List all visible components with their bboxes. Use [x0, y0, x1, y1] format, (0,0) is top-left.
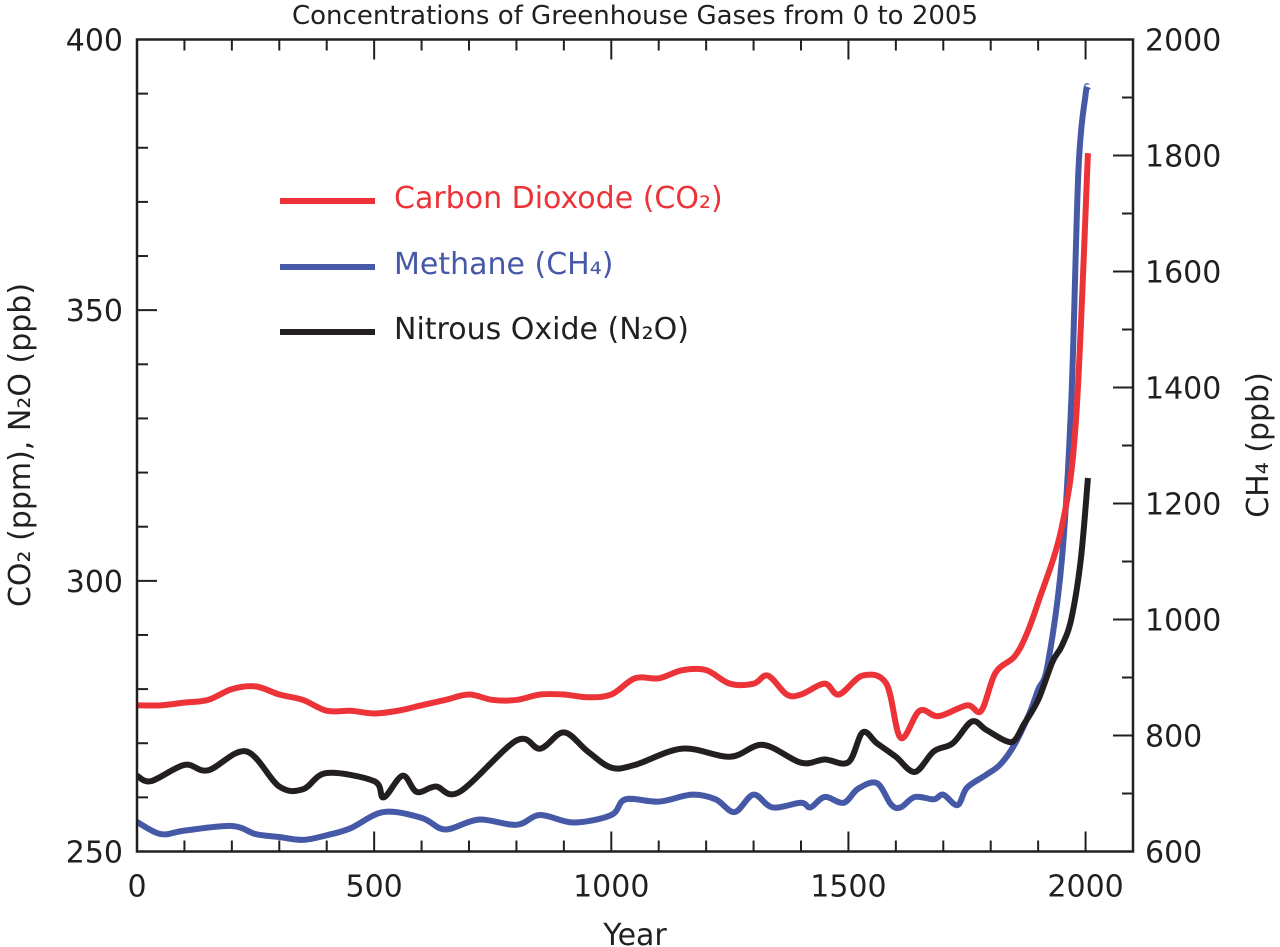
y-right-tick-label: 1800 — [1145, 140, 1221, 175]
y-right-tick-label: 1400 — [1145, 372, 1221, 407]
y-left-tick-label: 300 — [66, 565, 123, 600]
x-tick-label: 1500 — [810, 870, 886, 905]
y-left-tick-label: 250 — [66, 836, 123, 871]
y-right-tick-label: 1600 — [1145, 256, 1221, 291]
y-right-tick-label: 2000 — [1145, 24, 1221, 59]
series-line-ch4 — [135, 83, 1091, 843]
y-left-axis-title: CO₂ (ppm), N₂O (ppb) — [3, 283, 38, 607]
x-tick-label: 2000 — [1047, 870, 1123, 905]
legend-label-n2o: Nitrous Oxide (N₂O) — [394, 312, 689, 347]
legend-label-ch4: Methane (CH₄) — [394, 247, 613, 282]
plot-frame — [135, 38, 1135, 853]
chart-title: Concentrations of Greenhouse Gases from … — [292, 1, 978, 31]
x-tick-label: 500 — [346, 870, 403, 905]
y-left-tick-label: 350 — [66, 294, 123, 329]
series-line-n2o — [135, 477, 1091, 801]
y-right-axis-title: CH₄ (ppb) — [1241, 372, 1276, 518]
series-line-co2 — [136, 153, 1091, 742]
legend: Carbon Dioxode (CO₂) Methane (CH₄) Nitro… — [280, 181, 723, 347]
series-lines — [135, 83, 1091, 843]
y-left-tick-label: 400 — [66, 24, 123, 59]
x-tick-label: 0 — [127, 870, 146, 905]
legend-label-co2: Carbon Dioxode (CO₂) — [394, 181, 723, 216]
x-tick-label: 1000 — [573, 870, 649, 905]
y-right-tick-label: 800 — [1145, 720, 1202, 755]
y-right-tick-label: 600 — [1145, 836, 1202, 871]
axis-ticks: 0 500 1000 1500 2000 250 300 350 400 600 800 1000 12… — [66, 24, 1222, 905]
y-right-tick-label: 1000 — [1145, 604, 1221, 639]
x-axis-title: Year — [602, 918, 667, 947]
y-right-tick-label: 1200 — [1145, 488, 1221, 523]
